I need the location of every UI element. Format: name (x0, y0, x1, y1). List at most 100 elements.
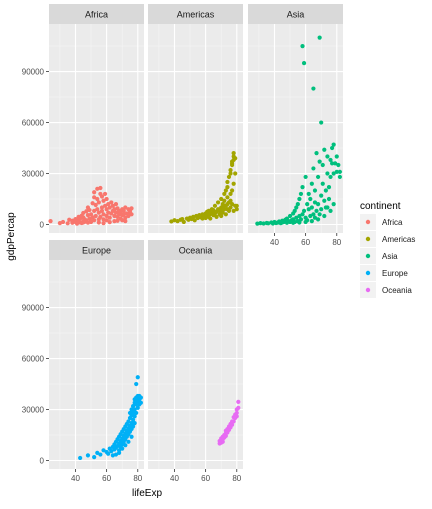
data-point (228, 198, 233, 203)
x-axis-title: lifeExp (132, 488, 162, 499)
legend-label: Africa (382, 218, 403, 227)
data-point (129, 407, 134, 412)
data-point (234, 203, 239, 208)
data-point (129, 421, 134, 426)
x-tick-label: 40 (270, 238, 279, 247)
data-point (134, 410, 139, 416)
facet-strip-label: Africa (85, 10, 108, 20)
y-axis-row-1: 0 30000 60000 90000 (22, 68, 49, 230)
data-point (300, 185, 305, 190)
data-point (308, 213, 313, 219)
data-point (306, 191, 311, 197)
data-point (315, 174, 321, 180)
data-point (92, 208, 97, 214)
data-point (132, 407, 137, 412)
facet-strip (148, 240, 243, 260)
data-point (228, 168, 233, 173)
legend-label: Americas (382, 235, 415, 244)
data-point (328, 208, 333, 214)
data-point (113, 202, 119, 207)
facet-panel-americas: Americas (148, 4, 243, 233)
data-point (96, 210, 101, 215)
data-point (106, 451, 111, 456)
data-point (312, 188, 318, 193)
x-tick-label: 80 (232, 474, 241, 483)
data-point (225, 195, 230, 200)
data-point (323, 188, 328, 193)
data-point (99, 194, 105, 199)
data-point (309, 205, 314, 210)
data-point (96, 200, 101, 205)
data-point (129, 212, 134, 217)
data-point (231, 151, 236, 156)
data-point (329, 145, 335, 151)
legend-entry-africa: Africa (360, 214, 403, 230)
data-point (319, 207, 324, 212)
data-point (78, 455, 83, 461)
data-point (329, 161, 335, 166)
data-point (107, 215, 112, 220)
data-point (138, 400, 143, 405)
data-point (311, 212, 316, 217)
y-tick-label: 90000 (22, 304, 45, 313)
data-point (328, 157, 333, 163)
data-point (123, 205, 128, 210)
data-point (287, 213, 293, 219)
facet-strip-label: Asia (287, 10, 305, 20)
data-point (222, 203, 227, 208)
panel-background (148, 260, 243, 469)
data-point (65, 221, 70, 226)
data-point (120, 446, 125, 451)
x-axis-europe: 40 60 80 (71, 469, 143, 483)
data-point (138, 395, 143, 400)
data-point (223, 188, 228, 193)
data-point (300, 212, 305, 217)
data-point (234, 410, 239, 416)
data-point (121, 208, 126, 214)
data-point (229, 422, 235, 427)
data-point (322, 213, 327, 219)
legend-entry-asia: Asia (360, 248, 398, 264)
data-point (92, 195, 97, 200)
facet-strip (49, 4, 144, 24)
data-point (258, 221, 263, 226)
y-tick-label: 0 (40, 457, 45, 466)
data-point (317, 35, 322, 40)
data-point (102, 203, 108, 208)
data-point (328, 174, 333, 180)
data-point (99, 205, 105, 210)
data-point (95, 196, 100, 202)
data-point (231, 181, 236, 186)
facet-strip-label: Oceania (179, 246, 213, 256)
data-point (226, 174, 232, 180)
data-point (294, 205, 299, 210)
data-point (104, 218, 109, 223)
data-point (331, 142, 336, 147)
y-tick-label: 90000 (22, 68, 45, 77)
data-point (101, 448, 106, 453)
data-point (101, 221, 106, 226)
legend-key-point (365, 236, 371, 242)
data-point (48, 219, 53, 224)
data-point (297, 220, 302, 225)
data-point (135, 375, 140, 380)
data-point (208, 216, 213, 221)
data-point (225, 179, 230, 185)
data-point (107, 205, 112, 210)
data-point (311, 86, 316, 91)
data-point (104, 207, 109, 212)
facet-strip-label: Europe (82, 246, 111, 256)
data-point (129, 206, 134, 211)
data-point (311, 166, 316, 171)
x-tick-label: 60 (102, 474, 111, 483)
data-point (234, 414, 239, 419)
data-point (95, 450, 100, 455)
data-point (300, 43, 305, 49)
legend-key-point (365, 270, 371, 276)
data-point (229, 188, 235, 193)
data-point (107, 220, 112, 225)
data-point (134, 402, 139, 407)
y-tick-label: 30000 (22, 170, 45, 179)
legend-entry-europe: Europe (360, 265, 408, 281)
data-point (322, 147, 327, 152)
